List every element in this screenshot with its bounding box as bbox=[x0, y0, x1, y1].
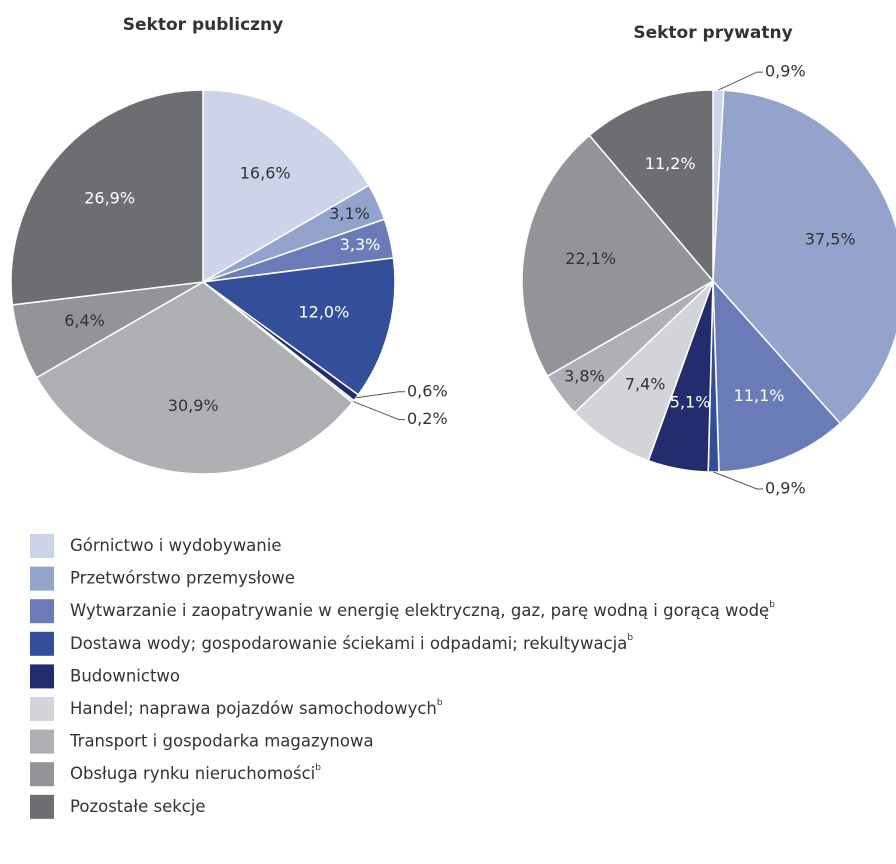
leader-line bbox=[356, 391, 405, 399]
value-label: 0,9% bbox=[765, 478, 806, 497]
chart-title: Sektor publiczny bbox=[123, 15, 283, 35]
legend-text: Budownictwo bbox=[70, 666, 180, 685]
leader-line bbox=[713, 471, 763, 490]
legend-text: Wytwarzanie i zaopatrywanie w energię el… bbox=[70, 601, 769, 620]
legend-label: Transport i gospodarka magazynowa bbox=[69, 731, 374, 750]
value-label: 11,2% bbox=[645, 154, 696, 173]
pie-slice bbox=[35, 281, 354, 475]
pie-slice bbox=[521, 134, 715, 378]
legend-label: Górnictwo i wydobywanie bbox=[70, 536, 282, 555]
value-label: 6,4% bbox=[64, 311, 105, 330]
value-label: 11,1% bbox=[734, 386, 785, 405]
value-label: 3,8% bbox=[564, 366, 605, 385]
leader-line bbox=[718, 71, 763, 91]
pie-slice bbox=[588, 89, 714, 284]
legend-label: Pozostałe sekcje bbox=[70, 796, 206, 815]
pie-slice bbox=[712, 89, 896, 425]
value-label: 37,5% bbox=[805, 230, 856, 249]
legend-text: Handel; naprawa pojazdów samochodowych bbox=[70, 699, 437, 718]
value-label: 22,1% bbox=[565, 249, 616, 268]
pie-slice bbox=[201, 257, 396, 396]
legend-text: Transport i gospodarka magazynowa bbox=[69, 731, 374, 750]
legend-note: b bbox=[627, 632, 633, 642]
legend-label: Wytwarzanie i zaopatrywanie w energię el… bbox=[70, 600, 775, 620]
pie-slice bbox=[202, 89, 370, 284]
legend-note: b bbox=[437, 698, 443, 708]
chart-title: Sektor prywatny bbox=[633, 23, 792, 43]
legend-label: Obsługa rynku nieruchomościb bbox=[70, 763, 321, 783]
legend-swatch bbox=[30, 599, 54, 624]
value-label: 12,0% bbox=[298, 303, 349, 322]
value-label: 26,9% bbox=[84, 189, 135, 208]
legend-swatch bbox=[30, 794, 54, 819]
legend-label: Dostawa wody; gospodarowanie ściekami i … bbox=[70, 632, 633, 652]
leader-line bbox=[353, 401, 405, 421]
legend-note: b bbox=[769, 600, 775, 610]
legend-swatch bbox=[30, 534, 54, 558]
value-label: 5,1% bbox=[670, 393, 711, 412]
legend-swatch bbox=[30, 729, 54, 754]
value-label: 0,2% bbox=[407, 409, 448, 428]
value-label: 16,6% bbox=[240, 163, 291, 182]
legend-label: Budownictwo bbox=[70, 666, 180, 685]
value-label: 30,9% bbox=[168, 396, 219, 415]
legend-text: Przetwórstwo przemysłowe bbox=[70, 568, 295, 587]
pie-slice bbox=[10, 89, 204, 306]
value-label: 3,1% bbox=[329, 204, 370, 223]
legend-label: Przetwórstwo przemysłowe bbox=[70, 568, 295, 587]
value-label: 0,9% bbox=[765, 62, 806, 81]
legend-text: Obsługa rynku nieruchomości bbox=[70, 764, 315, 783]
value-label: 7,4% bbox=[625, 374, 666, 393]
legend-swatch bbox=[30, 697, 54, 721]
legend-label: Handel; naprawa pojazdów samochodowychb bbox=[70, 698, 443, 718]
legend-text: Górnictwo i wydobywanie bbox=[70, 536, 282, 555]
value-label: 0,6% bbox=[407, 381, 448, 400]
legend-text: Dostawa wody; gospodarowanie ściekami i … bbox=[70, 633, 627, 652]
pie-slice bbox=[712, 278, 842, 473]
value-label: 3,3% bbox=[340, 235, 381, 254]
legend-swatch bbox=[30, 631, 54, 656]
legend-swatch bbox=[30, 566, 54, 591]
legend-note: b bbox=[315, 763, 321, 773]
legend-swatch bbox=[30, 664, 54, 689]
legend-text: Pozostałe sekcje bbox=[70, 796, 206, 815]
legend-swatch bbox=[30, 762, 54, 787]
